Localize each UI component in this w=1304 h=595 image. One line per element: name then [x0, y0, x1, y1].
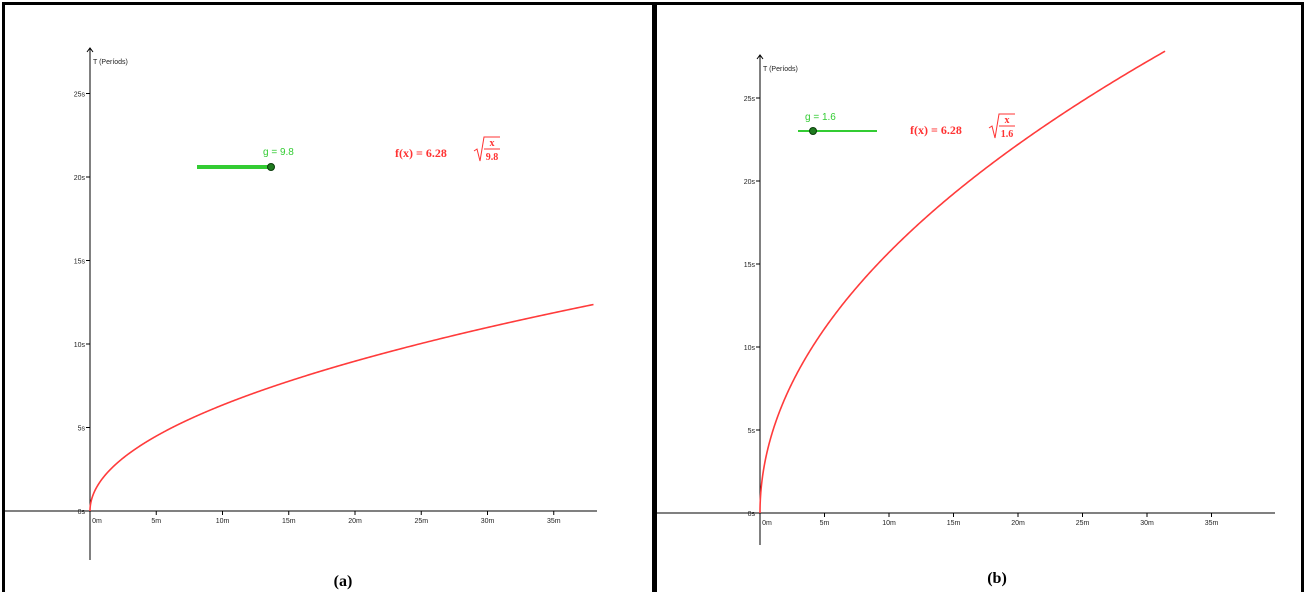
x-tick-label: 25m: [1076, 520, 1090, 527]
formula-numerator: x: [1005, 115, 1010, 126]
series-line: [759, 50, 1166, 513]
panel-b: 0m 5m 10m 15m 20m 25m 30m 35m 0s 5s 10s 15s 20s 25s g…: [654, 2, 1304, 592]
x-tick-label: 5m: [151, 518, 161, 525]
formula-denominator: 9.8: [486, 152, 499, 163]
y-tick-label: 0s: [748, 511, 756, 518]
y-tick-label: 10s: [74, 342, 86, 349]
slider-label: g = 1.6: [805, 112, 836, 123]
x-tick-label: 15m: [282, 518, 296, 525]
x-tick-label: 0m: [762, 520, 772, 527]
x-tick-label: 10m: [216, 518, 230, 525]
panel-caption: (b): [987, 570, 1007, 587]
x-tick-label: 35m: [1205, 520, 1219, 527]
x-tick-label: 5m: [820, 520, 830, 527]
y-tick-label: 5s: [78, 426, 86, 433]
y-tick-label: 25s: [744, 96, 756, 103]
y-axis-arrow: [86, 47, 94, 53]
slider-label: g = 9.8: [263, 147, 294, 158]
x-tick-label: 0m: [92, 518, 102, 525]
chart-a: 0m 5m 10m 15m 20m 25m 30m 35m 0s 5s 10s 15s 20s 25s g…: [5, 47, 597, 590]
x-tick-label: 35m: [547, 518, 561, 525]
y-tick-label: 5s: [748, 428, 756, 435]
formula-numerator: x: [490, 138, 495, 149]
slider-handle: [267, 163, 275, 171]
slider-handle: [809, 127, 817, 135]
sqrt-sign: [473, 136, 500, 162]
y-tick-label: 15s: [744, 262, 756, 269]
series-line: [89, 303, 594, 512]
x-tick-label: 30m: [1140, 520, 1154, 527]
panel-caption: (a): [334, 573, 353, 590]
y-tick-label: 0s: [78, 509, 86, 516]
y-tick-label: 20s: [74, 175, 86, 182]
x-tick-label: 20m: [1011, 520, 1025, 527]
y-axis-arrow: [756, 54, 764, 60]
x-tick-label: 15m: [947, 520, 961, 527]
y-tick-label: 10s: [744, 345, 756, 352]
x-tick-label: 10m: [882, 520, 896, 527]
y-tick-label: 15s: [74, 259, 86, 266]
y-tick-label: 25s: [74, 92, 86, 99]
sqrt-sign: [988, 113, 1015, 139]
y-axis-label: T (Períods): [93, 59, 128, 66]
x-tick-label: 30m: [481, 518, 495, 525]
formula-denominator: 1.6: [1001, 129, 1014, 140]
chart-b: 0m 5m 10m 15m 20m 25m 30m 35m 0s 5s 10s 15s 20s 25s g…: [657, 50, 1275, 587]
x-tick-label: 20m: [348, 518, 362, 525]
formula-lhs: f(x) = 6.28: [910, 123, 962, 137]
y-axis-label: T (Períods): [763, 66, 798, 73]
panel-a: 0m 5m 10m 15m 20m 25m 30m 35m 0s 5s 10s 15s 20s 25s g…: [2, 2, 655, 592]
x-tick-label: 25m: [414, 518, 428, 525]
formula-lhs: f(x) = 6.28: [395, 146, 447, 160]
y-tick-label: 20s: [744, 179, 756, 186]
